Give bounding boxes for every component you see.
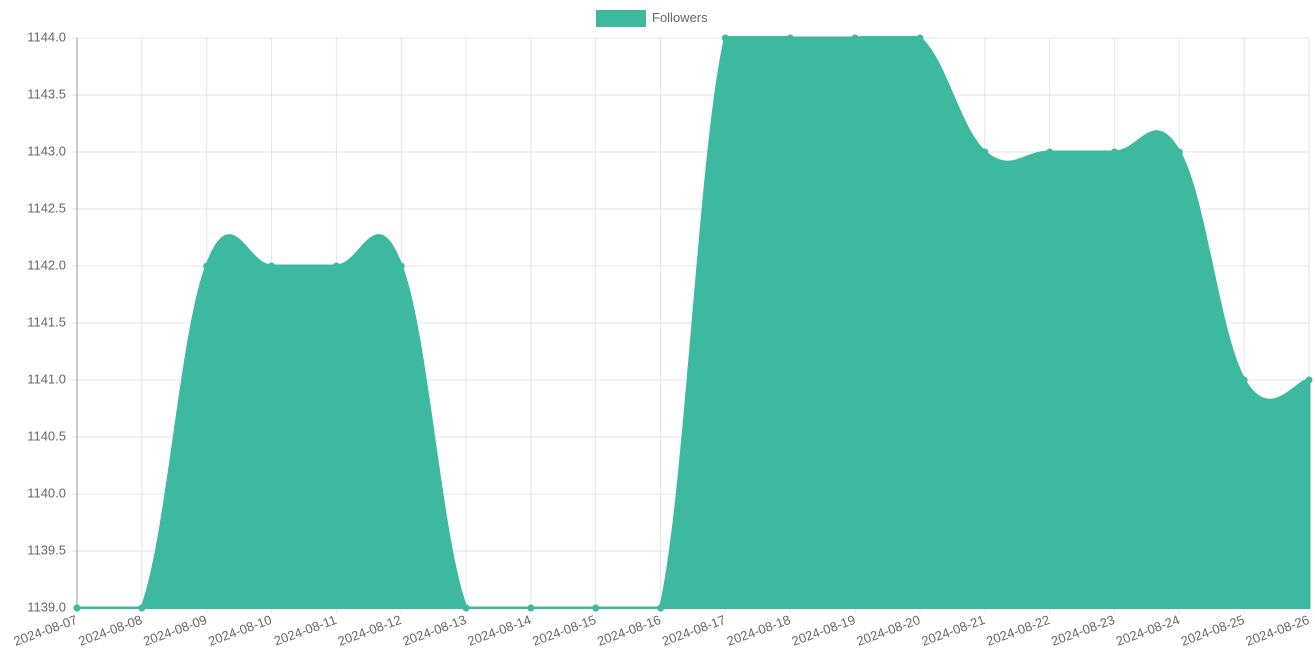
y-tick-label: 1142.5 (27, 200, 66, 215)
area (77, 36, 1311, 609)
point (397, 262, 405, 270)
point (981, 148, 989, 156)
point (203, 262, 211, 270)
y-tick-label: 1140.5 (27, 428, 66, 443)
x-tick-label: 2024-08-19 (790, 612, 858, 649)
point (268, 262, 276, 270)
point (1046, 148, 1054, 156)
point (332, 262, 340, 270)
x-tick-label: 2024-08-21 (919, 612, 987, 649)
x-tick-label: 2024-08-13 (401, 612, 469, 649)
x-tick-label: 2024-08-26 (1244, 612, 1312, 649)
point (1240, 376, 1248, 384)
x-tick-label: 2024-08-10 (206, 612, 274, 649)
y-tick-label: 1144.0 (27, 29, 66, 44)
legend-swatch (596, 10, 646, 27)
y-tick-label: 1142.0 (27, 257, 66, 272)
x-tick-label: 2024-08-17 (660, 612, 728, 649)
x-tick-label: 2024-08-07 (12, 612, 80, 649)
x-tick-label: 2024-08-23 (1049, 612, 1117, 649)
point (462, 604, 470, 612)
point (786, 34, 794, 42)
x-tick-label: 2024-08-22 (984, 612, 1052, 649)
point (527, 604, 535, 612)
point (657, 604, 665, 612)
y-tick-label: 1143.5 (27, 86, 66, 101)
point (916, 34, 924, 42)
x-tick-label: 2024-08-12 (336, 612, 404, 649)
legend-label: Followers (652, 10, 708, 25)
x-tick-label: 2024-08-15 (530, 612, 598, 649)
y-tick-label: 1140.0 (27, 485, 66, 500)
x-tick-label: 2024-08-11 (272, 612, 339, 649)
x-tick-label: 2024-08-25 (1179, 612, 1247, 649)
point (851, 34, 859, 42)
x-tick-label: 2024-08-08 (76, 612, 144, 649)
y-tick-label: 1141.0 (27, 371, 66, 386)
point (73, 604, 81, 612)
y-tick-label: 1139.0 (27, 599, 66, 614)
point (592, 604, 600, 612)
x-tick-label: 2024-08-09 (141, 612, 209, 649)
y-tick-label: 1143.0 (27, 143, 66, 158)
point (1175, 148, 1183, 156)
x-tick-label: 2024-08-14 (465, 612, 533, 649)
y-tick-label: 1139.5 (27, 542, 66, 557)
point (721, 34, 729, 42)
x-tick-label: 2024-08-20 (855, 612, 923, 649)
x-tick-label: 2024-08-16 (595, 612, 663, 649)
point (1305, 376, 1313, 384)
point (138, 604, 146, 612)
x-tick-label: 2024-08-24 (1114, 612, 1182, 649)
x-tick-label: 2024-08-18 (725, 612, 793, 649)
point (1110, 148, 1118, 156)
y-tick-label: 1141.5 (27, 314, 66, 329)
